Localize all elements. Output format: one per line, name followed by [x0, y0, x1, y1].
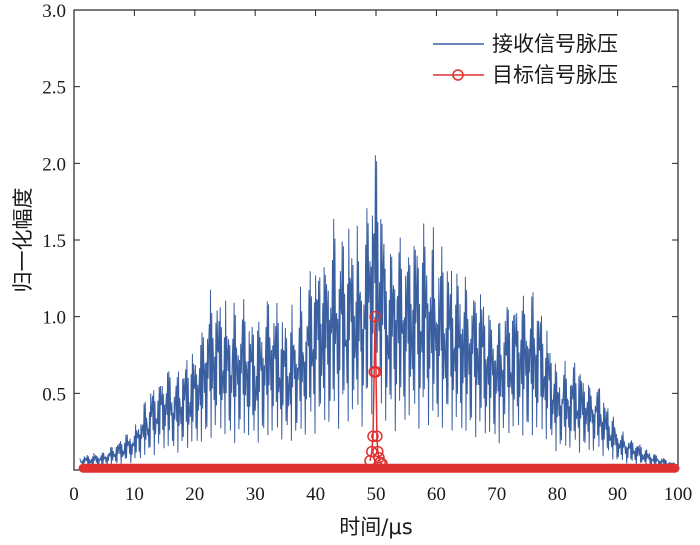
legend: 接收信号脉压 目标信号脉压 [433, 32, 618, 87]
target-signal-point [376, 458, 388, 470]
x-tick-label: 90 [608, 484, 627, 505]
x-axis-title: 时间/μs [339, 515, 412, 539]
x-tick-label: 20 [185, 484, 204, 505]
target-signal-point [371, 430, 383, 443]
x-tick-label: 40 [306, 484, 325, 505]
y-tick-label: 2.5 [42, 78, 66, 99]
x-tick-label: 0 [69, 484, 79, 505]
x-tick-label: 60 [427, 484, 446, 505]
x-tick-label: 100 [664, 484, 693, 505]
legend-target-marker [452, 69, 464, 81]
legend-received-label: 接收信号脉压 [492, 32, 618, 56]
received-signal-layer [79, 155, 676, 469]
target-signal-point [372, 445, 384, 458]
x-tick-label: 30 [246, 484, 265, 505]
target-signal-point [369, 310, 381, 323]
y-axis-title: 归一化幅度 [11, 188, 35, 293]
y-tick-label: 1.0 [42, 308, 66, 329]
target-signal-point [370, 366, 382, 378]
y-tick-label: 2.0 [42, 154, 66, 175]
target-signal-point [374, 456, 386, 469]
y-tick-label: 1.5 [42, 231, 66, 252]
x-tick-label: 80 [548, 484, 567, 505]
target-signal-point [367, 430, 379, 443]
x-tick-label: 70 [487, 484, 506, 505]
target-signal-point [373, 451, 385, 464]
y-axis-ticks: 0.5 1.0 1.5 2.0 2.5 3.0 [42, 1, 678, 405]
y-tick-label: 0.5 [42, 384, 66, 405]
legend-target-label: 目标信号脉压 [492, 63, 618, 87]
target-signal-layer [78, 310, 680, 473]
received-signal-line [79, 155, 676, 469]
x-tick-label: 50 [367, 484, 386, 505]
target-signal-point [366, 445, 378, 458]
x-tick-label: 10 [125, 484, 144, 505]
y-tick-label: 3.0 [42, 1, 66, 22]
